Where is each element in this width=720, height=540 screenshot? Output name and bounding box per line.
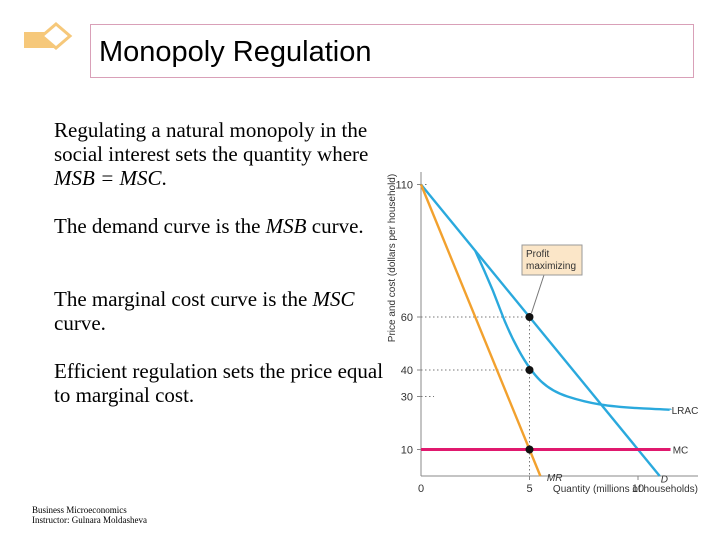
mr-curve [419, 184, 542, 477]
efficient-point [525, 445, 534, 454]
paragraph-1: Regulating a natural monopoly in the soc… [54, 118, 384, 190]
paragraph-segment: Efficient regulation sets the price equa… [54, 359, 384, 407]
footer-course: Business Microeconomics [32, 505, 127, 515]
callout-text: maximizing [526, 261, 576, 272]
paragraph-3: The marginal cost curve is the MSC curve… [54, 287, 384, 335]
footer-instructor: Instructor: Gulnara Moldasheva [32, 515, 147, 525]
y-tick-label: 10 [401, 445, 413, 457]
paragraph-segment: curve. [306, 214, 364, 238]
paragraph-segment: The demand curve is the [54, 214, 266, 238]
demand-label: D [661, 475, 668, 486]
paragraph-4: Efficient regulation sets the price equa… [54, 359, 384, 407]
slide-title: Monopoly Regulation [99, 36, 372, 68]
x-tick-label: 10 [632, 483, 644, 495]
footer: Business Microeconomics Instructor: Guln… [32, 505, 147, 525]
paragraph-2: The demand curve is the MSB curve. [54, 214, 384, 238]
x-tick-label: 5 [526, 483, 532, 495]
y-tick-label: 110 [395, 180, 413, 192]
y-tick-label: 40 [401, 365, 413, 377]
profit-maximizing-point [525, 313, 534, 321]
y-axis-title: Price and cost (dollars per household) [387, 174, 398, 342]
callout-box [521, 244, 583, 276]
y-tick-label: 60 [401, 312, 413, 324]
callout-pointer [531, 274, 545, 314]
paragraph-segment: MSB [265, 214, 307, 238]
paragraph-segment: The marginal cost curve is the [54, 287, 313, 311]
lrac-label: LRAC [672, 406, 699, 417]
diamond-logo-icon [24, 22, 73, 50]
paragraph-segment: . [161, 166, 167, 190]
mr-label: MR [547, 473, 563, 484]
x-tick-label: 0 [418, 483, 424, 495]
paragraph-segment: curve. [54, 311, 106, 335]
title-box: Monopoly Regulation [90, 24, 694, 78]
mc-label: MC [673, 446, 689, 457]
y-tick-label: 30 [401, 392, 413, 404]
paragraph-segment: Regulating a natural monopoly in the soc… [54, 118, 369, 166]
d-curve [420, 183, 661, 477]
average-cost-point [525, 366, 534, 374]
lrac-curve [474, 250, 671, 411]
callout-text: Profit [526, 249, 550, 260]
paragraph-segment: MSC [312, 287, 355, 311]
x-axis-title: Quantity (millions of households) [553, 484, 698, 495]
paragraph-segment: MSB = MSC [54, 166, 162, 190]
